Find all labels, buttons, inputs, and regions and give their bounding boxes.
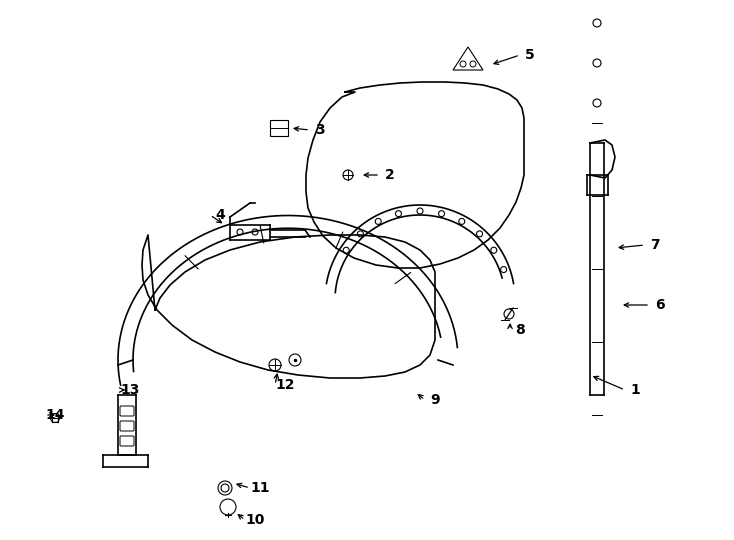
- Text: 7: 7: [650, 238, 660, 252]
- Bar: [270, 120, 288, 136]
- Text: 12: 12: [275, 378, 295, 392]
- Text: 4: 4: [215, 208, 225, 222]
- Text: 14: 14: [46, 408, 65, 422]
- Text: 9: 9: [430, 393, 440, 407]
- Text: 5: 5: [525, 48, 535, 62]
- Text: 6: 6: [655, 298, 665, 312]
- Text: 10: 10: [245, 513, 265, 527]
- Text: 1: 1: [630, 383, 640, 397]
- Text: 13: 13: [120, 383, 139, 397]
- Text: 2: 2: [385, 168, 395, 182]
- Text: 11: 11: [250, 481, 270, 495]
- Text: 3: 3: [315, 123, 325, 137]
- Text: 8: 8: [515, 323, 525, 337]
